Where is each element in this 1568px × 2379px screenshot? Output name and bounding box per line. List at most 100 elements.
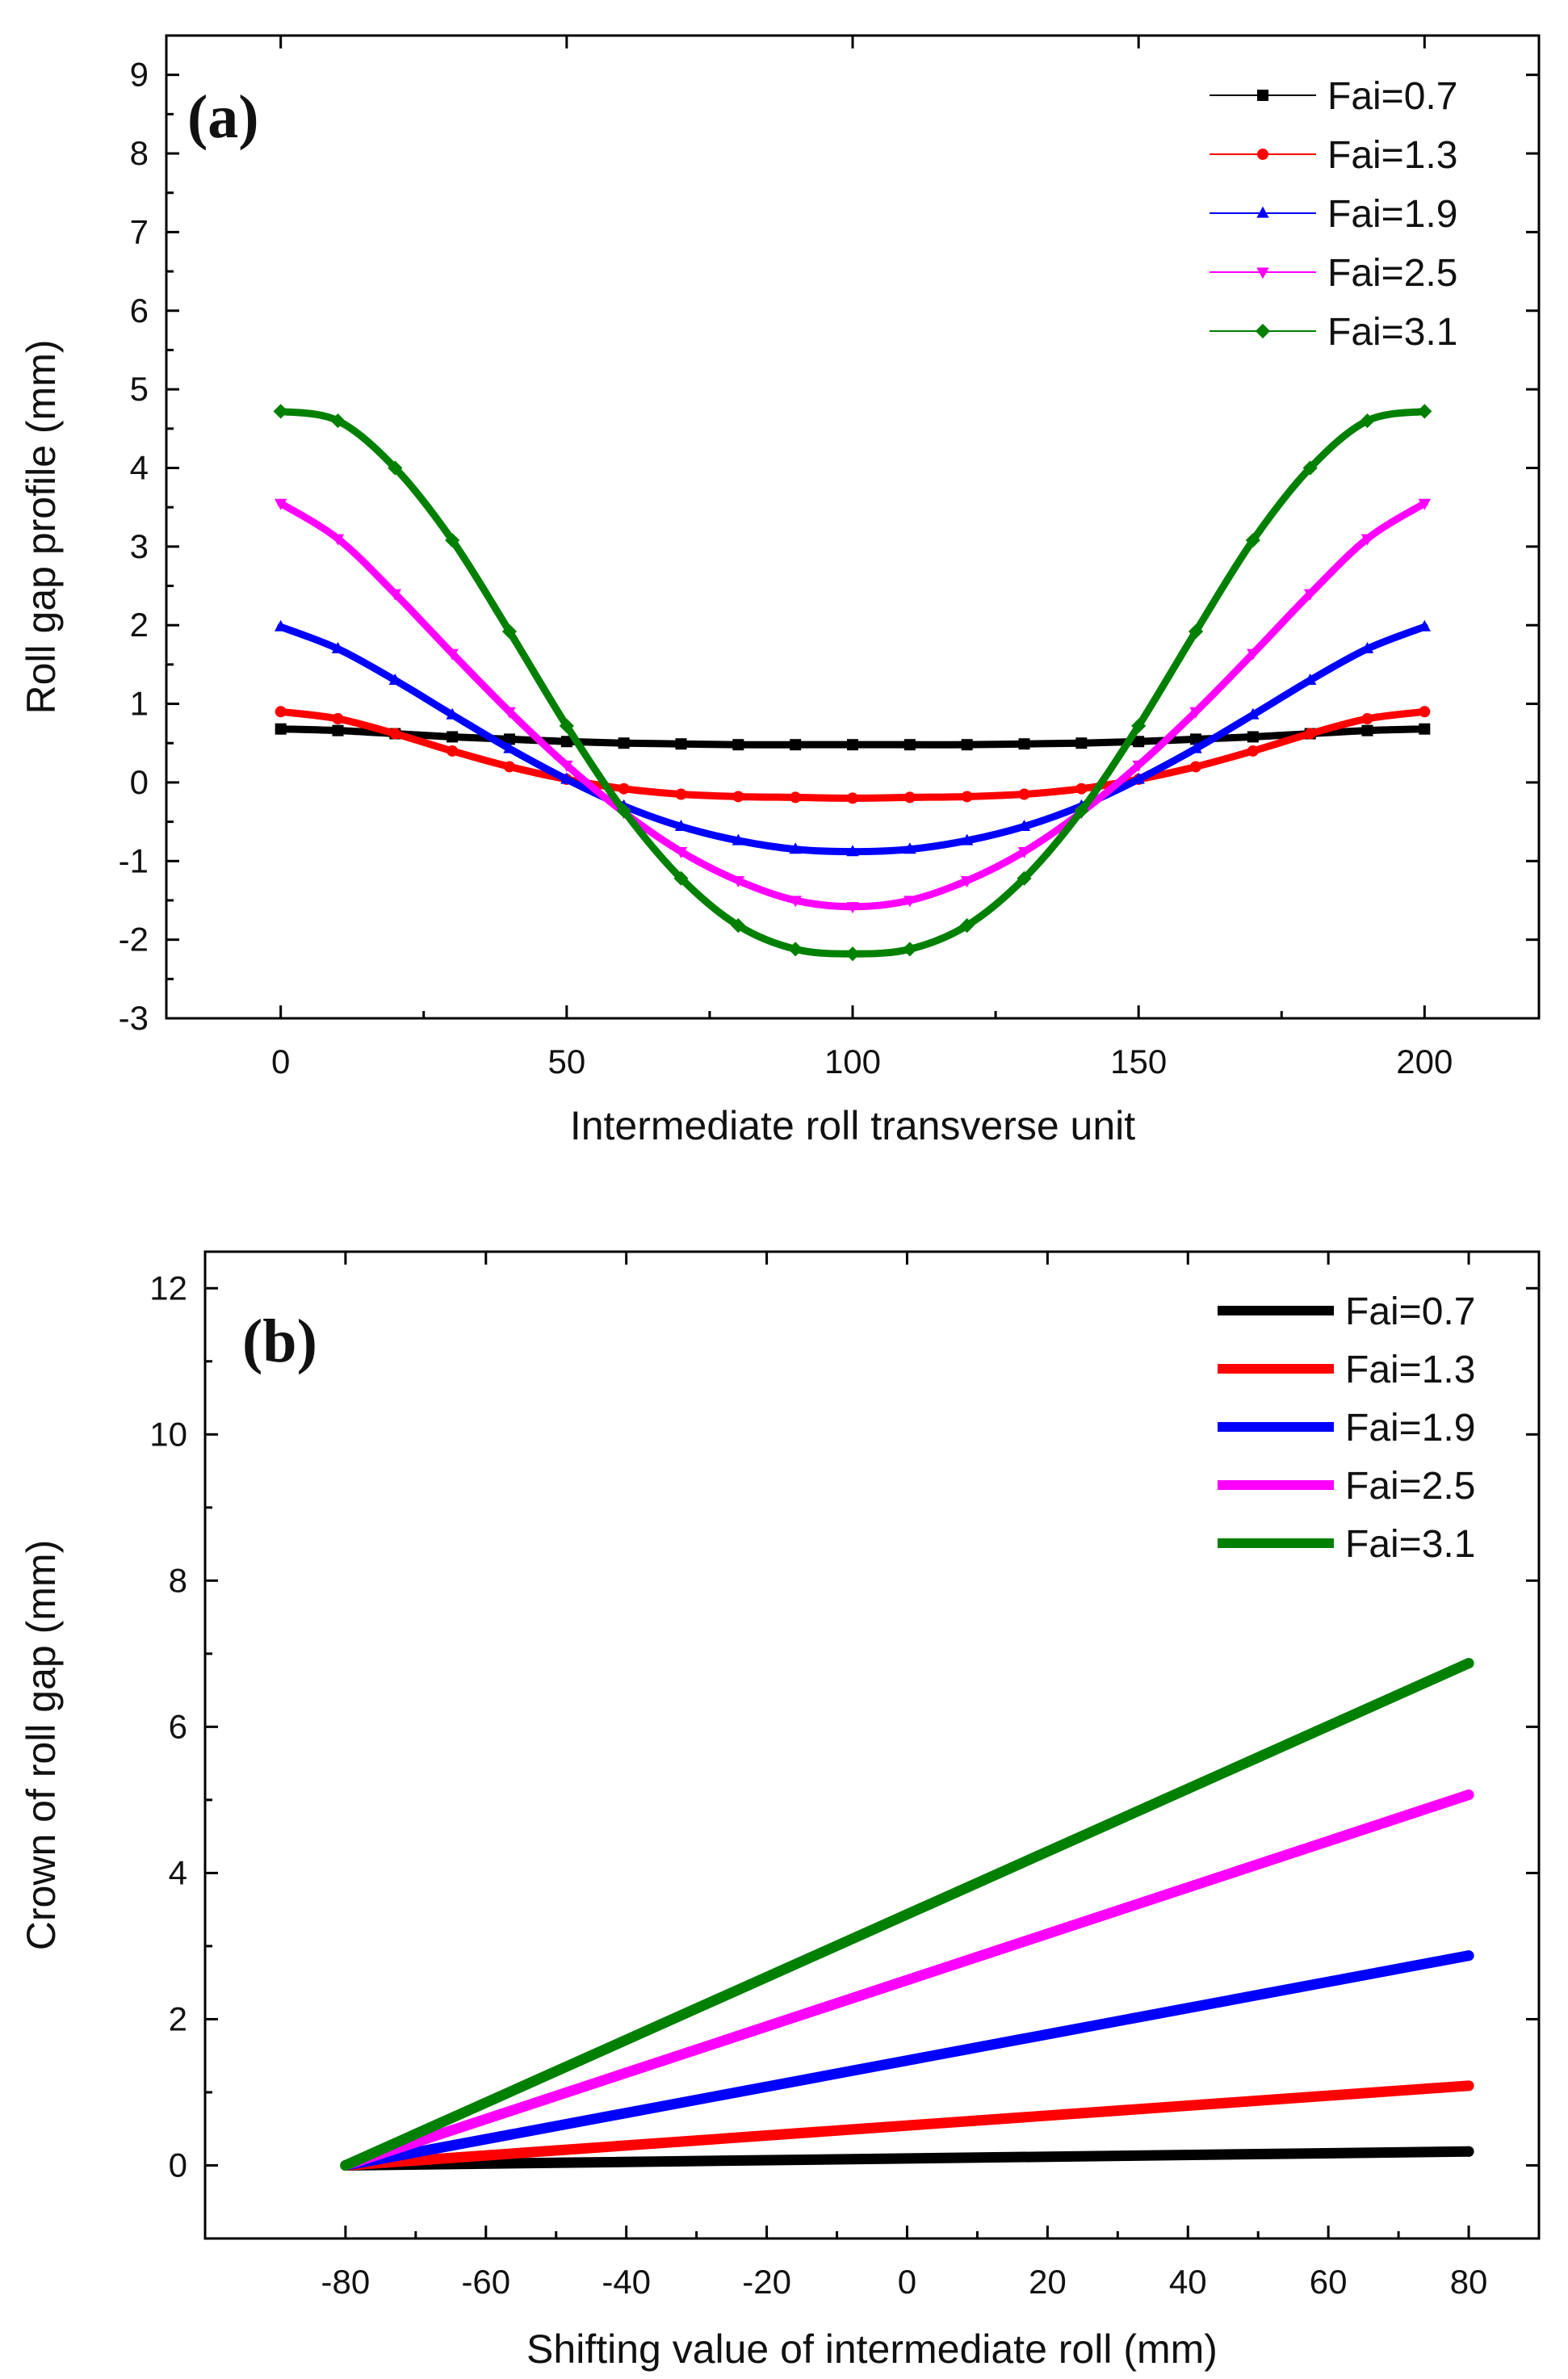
plot-frame — [203, 1250, 1541, 2240]
data-point — [1463, 1658, 1474, 1669]
data-point — [340, 2159, 351, 2171]
y-axis-label: Roll gap profile (mm) — [19, 339, 64, 714]
x-tick-label: 0 — [271, 1043, 290, 1080]
data-point — [1303, 673, 1317, 685]
y-tick-label: 7 — [130, 212, 149, 250]
series-Fai=3.1 — [340, 1658, 1474, 2171]
y-tick-label: 0 — [130, 763, 149, 801]
data-point — [1463, 2080, 1474, 2092]
series-line — [340, 1789, 1474, 2171]
data-point — [447, 731, 459, 743]
data-point — [1017, 846, 1031, 858]
series-line — [340, 2080, 1474, 2171]
data-point — [388, 673, 402, 685]
data-point — [446, 648, 459, 661]
data-point — [1074, 803, 1089, 819]
data-point — [1361, 724, 1373, 736]
data-point — [331, 642, 345, 654]
data-point — [560, 760, 573, 772]
data-point — [1247, 648, 1260, 661]
legend-label: Fai=0.7 — [1327, 75, 1457, 118]
data-point — [903, 739, 916, 751]
y-tick-label: 6 — [169, 1707, 187, 1745]
data-point — [731, 918, 746, 934]
chart-panel-a: 0 50 100 150 200 -3 -2 -1 0 1 2 3 4 5 6 7 8 9 Intermediate… — [19, 34, 1541, 1148]
data-point — [732, 791, 744, 803]
y-tick-label: 3 — [130, 527, 149, 565]
y-tick-label: 4 — [169, 1853, 187, 1891]
data-point — [845, 946, 861, 962]
data-point — [560, 736, 572, 748]
data-point — [961, 739, 973, 751]
data-point — [903, 896, 916, 908]
y-tick-label: 2 — [130, 606, 149, 644]
data-point — [1131, 718, 1147, 733]
data-point — [675, 738, 687, 750]
legend-label: Fai=3.1 — [1345, 1523, 1475, 1566]
data-point — [501, 623, 518, 640]
y-tick-label: -2 — [119, 921, 149, 959]
legend-label: Fai=1.3 — [1327, 134, 1457, 177]
data-point — [673, 871, 689, 886]
data-point — [332, 713, 344, 725]
data-point — [503, 707, 516, 719]
x-tick-label: 60 — [1310, 2263, 1348, 2301]
data-point — [1189, 707, 1202, 719]
data-point — [618, 783, 630, 795]
data-point — [1419, 723, 1431, 735]
data-point — [847, 792, 858, 804]
data-point — [1245, 532, 1260, 548]
data-point — [903, 791, 916, 803]
data-point — [504, 761, 515, 773]
data-point — [1360, 534, 1374, 546]
legend-label: Fai=0.7 — [1345, 1290, 1475, 1333]
data-point — [960, 833, 974, 845]
y-tick-label: 8 — [130, 134, 149, 172]
legend-label: Fai=1.3 — [1345, 1349, 1475, 1391]
data-point — [732, 739, 744, 751]
data-point — [273, 404, 288, 419]
data-point — [1247, 731, 1259, 743]
data-point — [961, 791, 973, 803]
data-point — [789, 896, 802, 908]
chart-panel-b: -80 -60 -40 -20 0 20 40 60 80 0 2 4 6 8 10 12 Shifting v… — [19, 1250, 1541, 2372]
y-tick-label: -3 — [119, 999, 149, 1037]
data-point — [616, 803, 631, 819]
legend: Fai=0.7 Fai=1.3 Fai=1.9 Fai=2.5 Fai=3.1 — [1210, 75, 1457, 354]
legend-label: Fai=1.9 — [1327, 193, 1457, 236]
series-Fai=3.1 — [273, 404, 1432, 962]
data-point — [1075, 783, 1088, 795]
y-axis-label: Crown of roll gap (mm) — [19, 1540, 64, 1950]
data-point — [846, 902, 859, 914]
data-point — [1418, 498, 1432, 510]
legend-label: Fai=1.9 — [1345, 1407, 1475, 1450]
data-point — [1018, 738, 1030, 750]
data-point — [1360, 413, 1375, 429]
data-point — [447, 745, 459, 757]
x-tick-label: 100 — [824, 1043, 881, 1080]
series-line — [340, 1950, 1474, 2171]
data-point — [789, 842, 802, 854]
data-point — [1361, 713, 1373, 725]
data-point — [274, 619, 287, 631]
data-point — [330, 413, 346, 429]
data-point — [790, 791, 802, 803]
data-point — [389, 728, 401, 740]
series-Fai=1.9 — [274, 619, 1432, 857]
y-tick-label: 0 — [169, 2146, 187, 2184]
data-point — [1188, 623, 1204, 640]
data-point — [1247, 707, 1260, 720]
data-point — [790, 739, 802, 751]
data-point — [445, 532, 460, 548]
legend-label: Fai=2.5 — [1345, 1465, 1475, 1508]
y-tick-label: 9 — [130, 56, 149, 94]
x-axis-label: Shifting value of intermediate roll (mm) — [526, 2327, 1218, 2372]
x-tick-label: 0 — [898, 2263, 916, 2301]
y-tick-label: 4 — [130, 448, 149, 486]
data-point — [1418, 619, 1432, 631]
legend-marker — [1257, 90, 1268, 101]
data-point — [675, 788, 687, 800]
data-point — [1419, 706, 1431, 718]
data-point — [1017, 871, 1032, 886]
data-point — [1463, 2146, 1474, 2157]
